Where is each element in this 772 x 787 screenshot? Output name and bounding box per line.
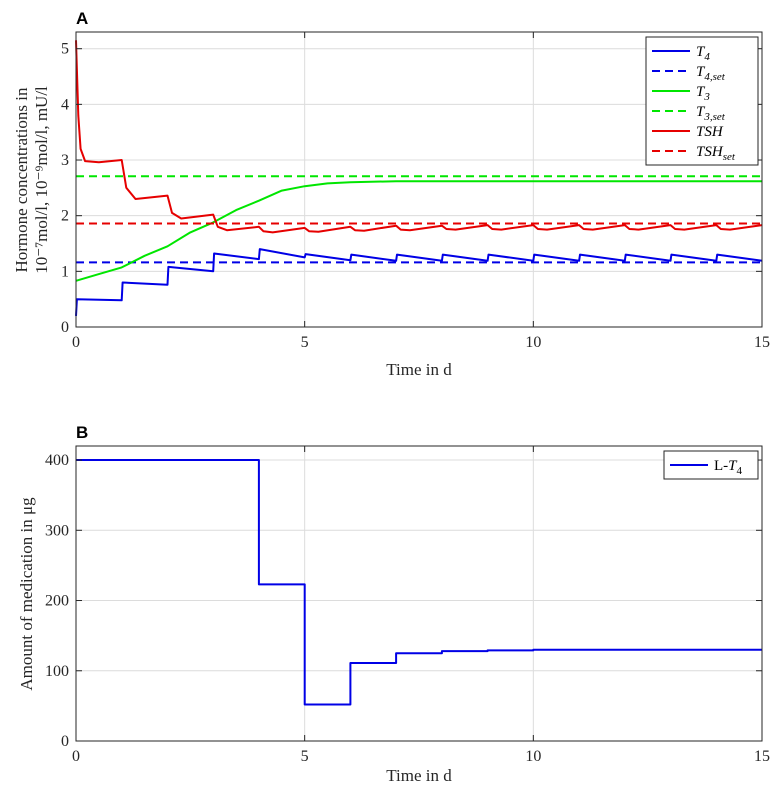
panel-b-ticks: 0 5 10 15 0 100 200 300 400 bbox=[45, 446, 770, 765]
x-tick-label: 0 bbox=[72, 334, 80, 351]
y-tick-label: 4 bbox=[61, 96, 69, 113]
legend-label: T3 bbox=[696, 84, 710, 103]
legend-label: TSHset bbox=[696, 144, 736, 163]
x-tick-label: 10 bbox=[525, 748, 541, 765]
x-tick-label: 15 bbox=[754, 334, 770, 351]
y-tick-label: 200 bbox=[45, 593, 69, 610]
panel-a-ticks: 0 5 10 15 0 1 2 3 4 5 bbox=[61, 32, 770, 351]
y-tick-label: 400 bbox=[45, 452, 69, 469]
legend-label: T4,set bbox=[696, 64, 726, 83]
legend-label: T4 bbox=[696, 44, 710, 63]
panel-b: B 0 5 10 15 0 100 200 300 400 Time in d Amount o… bbox=[17, 423, 770, 785]
panel-b-ylabel: Amount of medication in μg bbox=[17, 497, 36, 691]
y-tick-label: 0 bbox=[61, 319, 69, 336]
x-tick-label: 10 bbox=[525, 334, 541, 351]
legend-label: T3,set bbox=[696, 104, 726, 123]
panel-a-ylabel-line2: 10⁻⁷mol/l, 10⁻⁹mol/l, mU/l bbox=[32, 86, 51, 274]
panel-a-ylabel-line1: Hormone concentrations in bbox=[12, 87, 31, 273]
panel-b-axes-box bbox=[75, 445, 763, 742]
y-tick-label: 1 bbox=[61, 263, 69, 280]
x-tick-label: 5 bbox=[301, 334, 309, 351]
y-tick-label: 5 bbox=[61, 41, 69, 58]
panel-b-series bbox=[76, 459, 762, 706]
panel-b-xlabel: Time in d bbox=[386, 766, 452, 785]
legend-box bbox=[645, 36, 759, 166]
y-tick-label: 100 bbox=[45, 663, 69, 680]
y-tick-label: 2 bbox=[61, 208, 69, 225]
x-tick-label: 15 bbox=[754, 748, 770, 765]
y-tick-label: 3 bbox=[61, 152, 69, 169]
panel-b-label: B bbox=[76, 423, 88, 442]
series-line-t3 bbox=[75, 180, 762, 282]
legend-label: TSH bbox=[696, 124, 724, 140]
x-tick-label: 0 bbox=[72, 748, 80, 765]
series-line-l-t4 bbox=[76, 459, 762, 706]
y-tick-label: 300 bbox=[45, 522, 69, 539]
panel-b-grid bbox=[75, 446, 763, 742]
panel-b-legend: L-T4 bbox=[663, 450, 759, 480]
legend-label: L-T4 bbox=[714, 458, 743, 477]
panel-a-series bbox=[75, 40, 763, 316]
x-tick-label: 5 bbox=[301, 748, 309, 765]
series-line-t4 bbox=[75, 248, 763, 316]
panel-a-label: A bbox=[76, 9, 88, 28]
series-line-tsh bbox=[75, 40, 763, 234]
panel-a: A 0 5 10 15 0 1 2 3 4 5 Time in d Hormone concent… bbox=[12, 9, 770, 379]
y-tick-label: 0 bbox=[61, 733, 69, 750]
panel-a-axes-box bbox=[75, 31, 763, 328]
panel-a-xlabel: Time in d bbox=[386, 360, 452, 379]
